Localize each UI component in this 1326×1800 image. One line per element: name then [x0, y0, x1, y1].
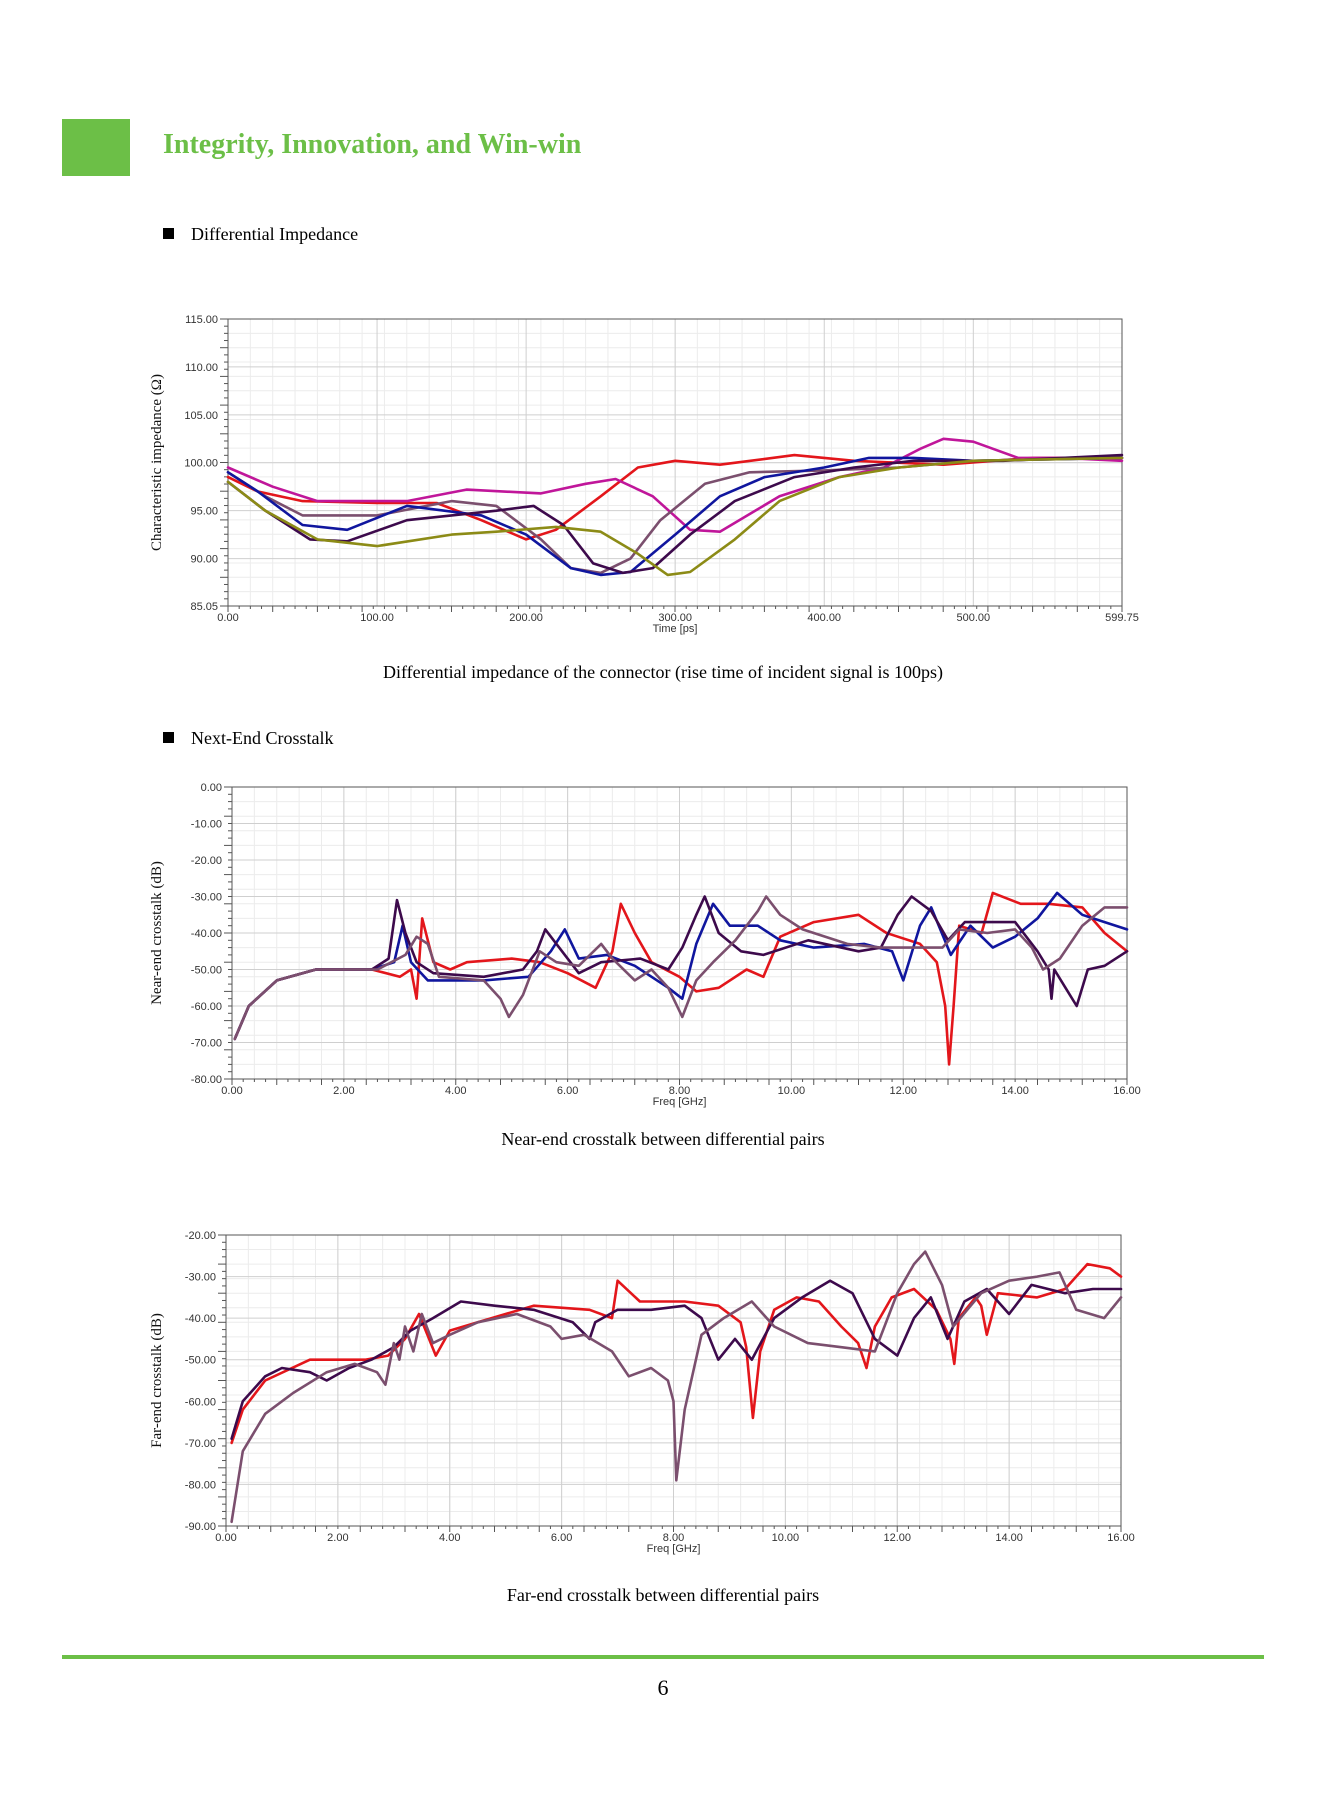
x-tick-label: 0.00: [217, 612, 238, 624]
footer-rule: [62, 1655, 1264, 1659]
x-tick-label: 400.00: [807, 612, 841, 624]
series-line-3: [230, 1250, 1123, 1524]
x-tick-label: 2.00: [327, 1532, 348, 1544]
y-tick-label: 0.00: [201, 782, 222, 794]
x-tick-label: 8.00: [669, 1085, 690, 1097]
page-number: 6: [657, 1675, 669, 1700]
x-tick-label: 12.00: [889, 1085, 917, 1097]
x-tick-label: 10.00: [778, 1085, 806, 1097]
y-tick-label: -80.00: [185, 1479, 216, 1491]
x-tick-label: 4.00: [445, 1085, 466, 1097]
x-tick-label: 16.00: [1113, 1085, 1141, 1097]
x-tick-label: 6.00: [557, 1085, 578, 1097]
y-tick-label: -20.00: [191, 855, 222, 867]
series-line-4: [233, 895, 1129, 1041]
far-end-caption: Far-end crosstalk between differential p…: [506, 1585, 820, 1605]
near-end-chart: 0.00 -10.00 -20.00 -30.00 -40.00 -50.00 -60.00…: [140, 772, 1160, 1117]
x-tick-label: 300.00: [658, 612, 692, 624]
header-accent-block: [62, 119, 130, 176]
x-axis-title: Freq [GHz]: [653, 1096, 707, 1108]
x-tick-label: 100.00: [360, 612, 394, 624]
series-line-2: [226, 437, 1124, 533]
far-end-chart: -20.00 -30.00 -40.00 -50.00 -60.00 -70.00 -80.…: [140, 1218, 1160, 1563]
x-tick-label: 12.00: [883, 1532, 911, 1544]
x-tick-label: 16.00: [1107, 1532, 1135, 1544]
x-tick-label: 6.00: [551, 1532, 572, 1544]
x-tick-label: 599.75: [1105, 612, 1139, 624]
series-line-1: [233, 891, 1129, 1066]
x-tick-label: 8.00: [663, 1532, 684, 1544]
y-tick-label: 90.00: [190, 554, 218, 566]
y-tick-label: 105.00: [184, 410, 218, 422]
x-tick-label: 2.00: [333, 1085, 354, 1097]
y-tick-label: -60.00: [185, 1396, 216, 1408]
x-axis-title: Freq [GHz]: [647, 1543, 701, 1555]
y-tick-label: 85.05: [190, 601, 218, 613]
series-line-2: [230, 1279, 1123, 1440]
y-tick-label: -90.00: [185, 1521, 216, 1533]
section-heading-next: Next-End Crosstalk: [163, 728, 333, 749]
x-tick-label: 14.00: [995, 1532, 1023, 1544]
series-line-4: [226, 456, 1124, 577]
y-tick-label: -70.00: [191, 1038, 222, 1050]
y-tick-label: 110.00: [185, 362, 218, 374]
x-axis-title: Time [ps]: [653, 623, 698, 635]
impedance-chart: 115.00 110.00 105.00 100.00 95.00 90.00 85.05 0…: [140, 305, 1160, 640]
far-end-chart-svg: -20.00 -30.00 -40.00 -50.00 -60.00 -70.00 -80.…: [149, 1230, 1135, 1555]
y-tick-label: -50.00: [185, 1355, 216, 1367]
y-tick-label: -40.00: [191, 928, 222, 940]
series-line-6: [226, 456, 1124, 577]
y-tick-label: -30.00: [191, 892, 222, 904]
y-axis-title: Characteristic impedance (Ω): [149, 374, 165, 551]
bullet-square-icon: [163, 228, 174, 239]
section-heading-impedance-text: Differential Impedance: [191, 224, 359, 244]
y-tick-label: -30.00: [185, 1272, 216, 1284]
section-heading-impedance: Differential Impedance: [163, 224, 358, 245]
bullet-square-icon: [163, 732, 174, 743]
y-tick-label: -40.00: [185, 1313, 216, 1325]
near-end-chart-svg: 0.00 -10.00 -20.00 -30.00 -40.00 -50.00 -60.00…: [149, 782, 1141, 1108]
y-axis-title: Near-end crosstalk (dB): [149, 861, 165, 1005]
y-tick-label: 95.00: [190, 506, 218, 518]
y-tick-label: -80.00: [191, 1074, 222, 1086]
y-tick-label: -50.00: [191, 965, 222, 977]
series-line-1: [230, 1262, 1123, 1445]
x-tick-label: 10.00: [772, 1532, 800, 1544]
y-tick-label: 115.00: [185, 314, 218, 326]
near-end-caption: Near-end crosstalk between differential …: [501, 1129, 825, 1149]
x-tick-label: 14.00: [1001, 1085, 1029, 1097]
x-tick-label: 0.00: [221, 1085, 242, 1097]
x-tick-label: 0.00: [215, 1532, 236, 1544]
y-tick-label: -70.00: [185, 1438, 216, 1450]
x-tick-label: 200.00: [509, 612, 543, 624]
section-heading-next-text: Next-End Crosstalk: [191, 728, 334, 748]
header-title: Integrity, Innovation, and Win-win: [163, 129, 582, 160]
y-tick-label: -10.00: [191, 819, 222, 831]
y-tick-label: -60.00: [191, 1001, 222, 1013]
x-tick-label: 4.00: [439, 1532, 460, 1544]
x-tick-label: 500.00: [956, 612, 990, 624]
y-tick-label: -20.00: [185, 1230, 216, 1242]
impedance-caption: Differential impedance of the connector …: [383, 662, 943, 682]
y-tick-label: 100.00: [184, 458, 218, 470]
y-axis-title: Far-end crosstalk (dB): [149, 1313, 165, 1448]
impedance-chart-svg: 115.00 110.00 105.00 100.00 95.00 90.00 85.050…: [149, 314, 1139, 635]
